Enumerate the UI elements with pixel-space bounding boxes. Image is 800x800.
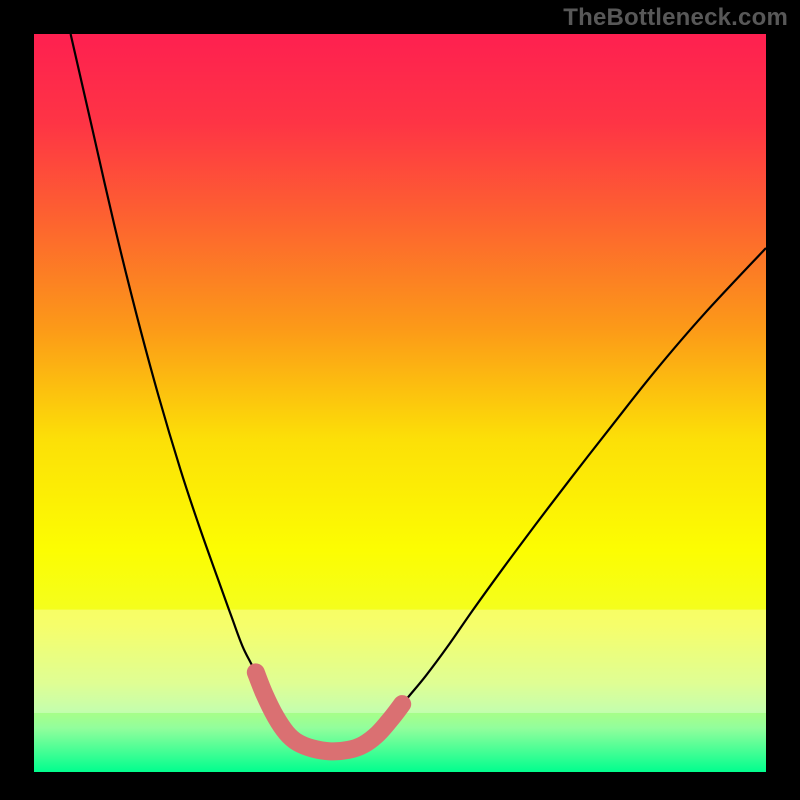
bottleneck-chart <box>0 0 800 800</box>
watermark-text: TheBottleneck.com <box>563 4 788 32</box>
